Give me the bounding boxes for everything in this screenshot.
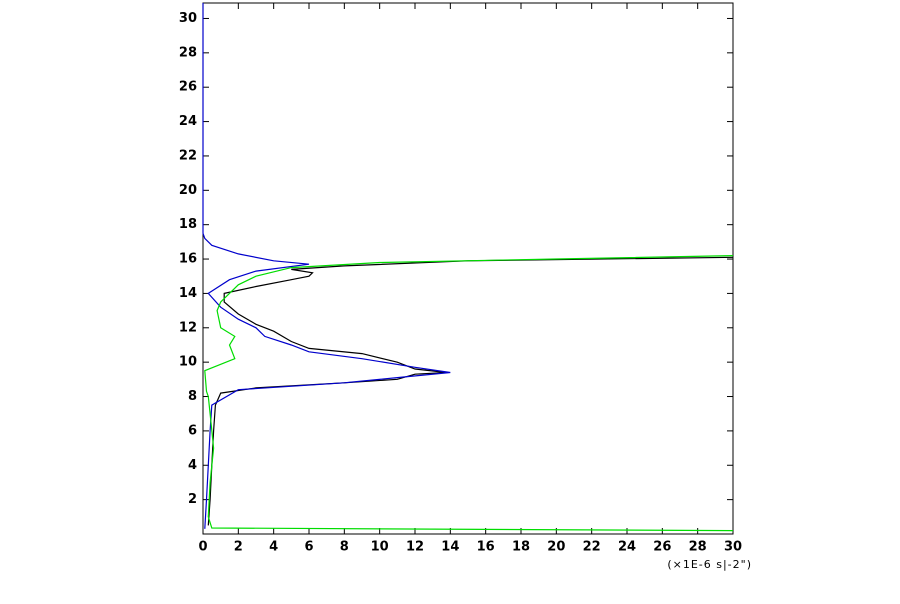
x-tick-label: 24 xyxy=(618,540,636,555)
y-tick-label: 22 xyxy=(179,148,197,163)
x-tick-label: 22 xyxy=(583,540,601,555)
y-tick-label: 6 xyxy=(188,423,197,438)
y-tick-label: 14 xyxy=(179,286,197,301)
x-tick-label: 14 xyxy=(441,540,459,555)
x-tick-label: 16 xyxy=(477,540,495,555)
y-tick-label: 12 xyxy=(179,320,197,335)
y-tick-label: 30 xyxy=(179,11,197,26)
x-tick-label: 10 xyxy=(371,540,389,555)
y-tick-label: 20 xyxy=(179,183,197,198)
y-tick-label: 10 xyxy=(179,355,197,370)
x-tick-label: 28 xyxy=(689,540,707,555)
plot-frame xyxy=(202,2,734,535)
profile-line xyxy=(207,256,734,526)
y-tick-label: 8 xyxy=(188,389,197,404)
y-tick-label: 28 xyxy=(179,45,197,60)
x-tick-label: 30 xyxy=(724,540,742,555)
y-tick-label: 16 xyxy=(179,252,197,267)
x-axis-label: (×1E-6 s|-2") xyxy=(667,558,752,571)
x-tick-label: 6 xyxy=(304,540,313,555)
x-tick-label: 8 xyxy=(340,540,349,555)
x-tick-label: 12 xyxy=(406,540,424,555)
profile-line xyxy=(204,255,734,532)
y-tick-label: 18 xyxy=(179,217,197,232)
y-tick-label: 2 xyxy=(188,492,197,507)
x-tick-label: 18 xyxy=(512,540,530,555)
x-tick-label: 0 xyxy=(198,540,207,555)
x-tick-label: 4 xyxy=(269,540,278,555)
x-tick-label: 2 xyxy=(234,540,243,555)
y-tick-label: 24 xyxy=(179,114,197,129)
x-tick-label: 26 xyxy=(653,540,671,555)
y-tick-label: 26 xyxy=(179,80,197,95)
profile-line xyxy=(202,3,451,529)
y-tick-label: 4 xyxy=(188,458,197,473)
x-tick-label: 20 xyxy=(547,540,565,555)
